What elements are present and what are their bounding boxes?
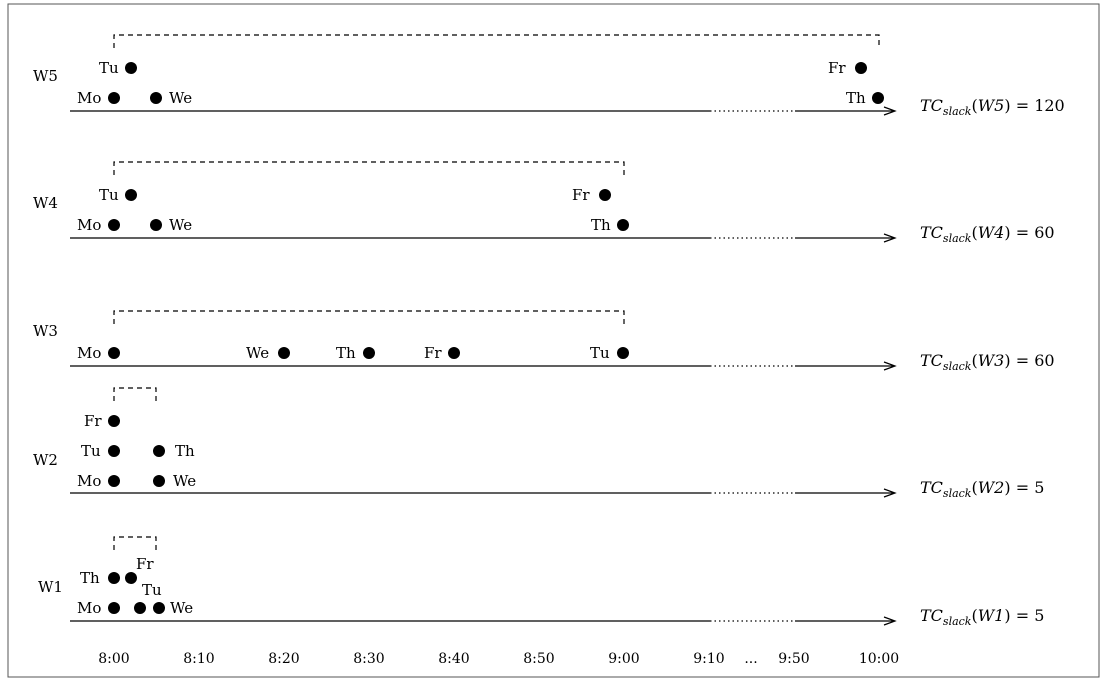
slack-bracket (113, 387, 157, 401)
row-w3: W3 Mo We Th Fr Tu TCslack(W3) = 60 (33, 310, 1055, 373)
day-point (278, 347, 290, 359)
day-label: Th (846, 89, 866, 107)
tick-label: 9:50 (778, 651, 809, 667)
tick-label: 9:00 (608, 651, 639, 667)
day-point (153, 475, 165, 487)
day-point (363, 347, 375, 359)
day-point (599, 189, 611, 201)
row-w5: W5 Mo We Tu Fr Th TCslack(W5) = 120 (33, 34, 1065, 118)
day-point (150, 92, 162, 104)
day-point (153, 445, 165, 457)
axis-arrowhead (883, 361, 897, 371)
tick-label: 8:00 (98, 651, 129, 667)
slack-bracket (113, 34, 880, 48)
day-label: Tu (81, 442, 101, 460)
day-label: Fr (136, 555, 154, 573)
tick-label: 8:40 (438, 651, 469, 667)
tc-slack-formula: TCslack(W2) = 5 (920, 478, 1044, 500)
tc-slack-formula: TCslack(W1) = 5 (920, 606, 1044, 628)
row-label: W2 (33, 451, 58, 469)
tick-label: 8:50 (523, 651, 554, 667)
day-point (108, 445, 120, 457)
slack-bracket (113, 310, 625, 324)
tick-label: 10:00 (859, 651, 899, 667)
tick-label: 8:30 (353, 651, 384, 667)
tick-label: 8:10 (183, 651, 214, 667)
row-label: W1 (38, 578, 63, 596)
day-label: Th (175, 442, 195, 460)
day-label: Tu (142, 581, 162, 599)
day-point (153, 602, 165, 614)
day-point (108, 475, 120, 487)
day-label: Th (591, 216, 611, 234)
day-point (125, 189, 137, 201)
day-point (448, 347, 460, 359)
row-w1: W1 Mo Tu We Th Fr TCslack(W1) = 5 (38, 536, 1044, 628)
day-label: Mo (77, 344, 101, 362)
day-label: Tu (99, 186, 119, 204)
day-point (134, 602, 146, 614)
day-point (108, 347, 120, 359)
row-label: W4 (33, 194, 58, 212)
day-label: Fr (84, 412, 102, 430)
day-label: Th (80, 569, 100, 587)
day-label: We (169, 89, 192, 107)
day-label: Mo (77, 89, 101, 107)
tc-slack-formula: TCslack(W3) = 60 (920, 351, 1055, 373)
day-point (108, 219, 120, 231)
day-point (617, 347, 629, 359)
day-label: Th (336, 344, 356, 362)
day-point (108, 415, 120, 427)
day-label: We (173, 472, 196, 490)
slack-bracket (113, 161, 625, 175)
axis-arrowhead (883, 488, 897, 498)
day-label: Mo (77, 599, 101, 617)
figure-frame (7, 3, 1100, 678)
tick-ellipsis: ... (744, 651, 757, 667)
day-label: Fr (572, 186, 590, 204)
day-label: We (169, 216, 192, 234)
row-w2: W2 Mo Tu Fr We Th TCslack(W2) = 5 (33, 387, 1044, 500)
day-label: Tu (99, 59, 119, 77)
day-point (125, 62, 137, 74)
axis-arrowhead (883, 106, 897, 116)
day-point (108, 602, 120, 614)
tc-slack-formula: TCslack(W5) = 120 (920, 96, 1065, 118)
time-ticks: 8:00 8:10 8:20 8:30 8:40 8:50 9:00 9:10 … (98, 651, 899, 667)
day-point (150, 219, 162, 231)
day-label: Fr (828, 59, 846, 77)
day-label: We (246, 344, 269, 362)
day-point (872, 92, 884, 104)
row-label: W5 (33, 67, 58, 85)
tc-slack-formula: TCslack(W4) = 60 (920, 223, 1055, 245)
tick-label: 8:20 (268, 651, 299, 667)
day-label: Mo (77, 472, 101, 490)
day-label: Mo (77, 216, 101, 234)
axis-arrowhead (883, 616, 897, 626)
day-point (125, 572, 137, 584)
day-label: Tu (590, 344, 610, 362)
day-point (108, 92, 120, 104)
row-w4: W4 Mo We Tu Fr Th TCslack(W4) = 60 (33, 161, 1055, 245)
day-label: We (170, 599, 193, 617)
slack-bracket (113, 536, 157, 550)
day-label: Fr (424, 344, 442, 362)
day-point (617, 219, 629, 231)
tick-label: 9:10 (693, 651, 724, 667)
day-point (855, 62, 867, 74)
axis-arrowhead (883, 233, 897, 243)
row-label: W3 (33, 322, 58, 340)
day-point (108, 572, 120, 584)
